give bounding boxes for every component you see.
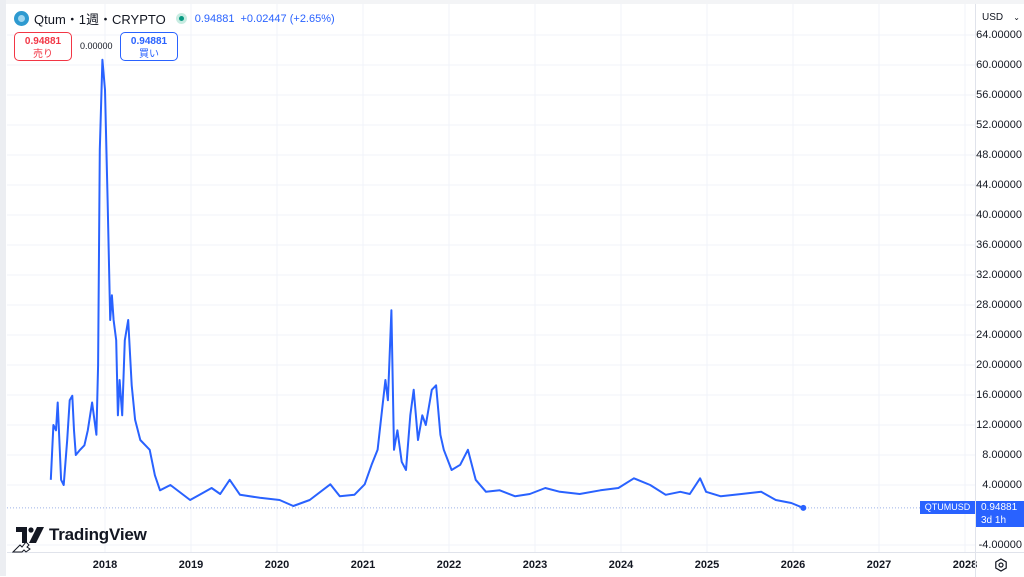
symbol-title[interactable]: Qtum・1週・CRYPTO: [34, 12, 166, 27]
time-tick-label: 2028: [952, 559, 978, 571]
price-line-series: [49, 58, 804, 509]
price-tick-label: 16.00000: [976, 389, 1022, 401]
spread-value: 0.00000: [80, 41, 113, 51]
time-tick-label: 2027: [866, 559, 892, 571]
price-chart[interactable]: [7, 4, 975, 552]
price-tick-label: 60.00000: [976, 59, 1022, 71]
last-price-tag: 0.94881 3d 1h: [976, 501, 1024, 527]
price-tick-label: 4.00000: [982, 479, 1022, 491]
price-tick-label: 40.00000: [976, 209, 1022, 221]
chevron-down-icon: ⌄: [1013, 12, 1020, 22]
price-tick-label: 28.00000: [976, 299, 1022, 311]
bar-countdown: 3d 1h: [981, 515, 1007, 526]
tradingview-icon: [16, 527, 44, 543]
time-tick-label: 2021: [350, 559, 376, 571]
time-tick-label: 2019: [178, 559, 204, 571]
mouse-cursor-icon: [12, 541, 31, 553]
currency-value: USD: [982, 11, 1004, 23]
time-axis[interactable]: 2018 2019 2020 2021 2022 2023 2024 2025 2026 2027…: [7, 552, 978, 577]
price-tick-label: 64.00000: [976, 29, 1022, 41]
price-tick-label: 52.00000: [976, 119, 1022, 131]
buy-button[interactable]: 0.94881 買い: [120, 32, 178, 61]
sell-label: 売り: [33, 49, 53, 60]
gear-icon: [994, 558, 1007, 572]
price-tick-label: 44.00000: [976, 179, 1022, 191]
tradingview-logo[interactable]: TradingView: [16, 525, 147, 545]
last-price: 0.94881: [981, 502, 1018, 513]
last-point-marker: [800, 504, 807, 511]
price-tick-label: 8.00000: [982, 449, 1022, 461]
price-tick-label: 32.00000: [976, 269, 1022, 281]
chart-pane[interactable]: [7, 4, 975, 552]
left-border: [0, 0, 6, 576]
time-tick-label: 2022: [436, 559, 462, 571]
buy-price: 0.94881: [130, 36, 168, 47]
price-tick-label: 20.00000: [976, 359, 1022, 371]
settings-button[interactable]: [975, 552, 1024, 577]
price-tick-label: 56.00000: [976, 89, 1022, 101]
price-tick-label: -4.00000: [978, 539, 1022, 551]
buy-label: 買い: [139, 49, 159, 60]
symbol-header[interactable]: Qtum・1週・CRYPTO 0.94881 +0.02447 (+2.65%): [14, 9, 335, 28]
sell-price: 0.94881: [24, 36, 62, 47]
top-border: [6, 0, 1024, 4]
header-change: +0.02447 (+2.65%): [240, 12, 335, 25]
time-tick-label: 2024: [608, 559, 634, 571]
price-axis[interactable]: 64.00000 60.00000 56.00000 52.00000 48.00000…: [975, 4, 1024, 552]
time-tick-label: 2018: [92, 559, 118, 571]
market-status-icon[interactable]: [175, 13, 187, 24]
currency-select[interactable]: USD ⌄: [979, 8, 1023, 26]
price-tick-label: 48.00000: [976, 149, 1022, 161]
price-tick-label: 36.00000: [976, 239, 1022, 251]
price-tick-label: 12.00000: [976, 419, 1022, 431]
tradingview-text: TradingView: [49, 525, 147, 544]
header-price: 0.94881: [194, 12, 235, 25]
time-tick-label: 2026: [780, 559, 806, 571]
time-tick-label: 2025: [694, 559, 720, 571]
symbol-tag: QTUMUSD: [920, 501, 975, 514]
time-tick-label: 2023: [522, 559, 548, 571]
time-tick-label: 2020: [264, 559, 290, 571]
sell-button[interactable]: 0.94881 売り: [14, 32, 72, 61]
price-tick-label: 24.00000: [976, 329, 1022, 341]
qtum-logo-icon: [14, 11, 29, 26]
